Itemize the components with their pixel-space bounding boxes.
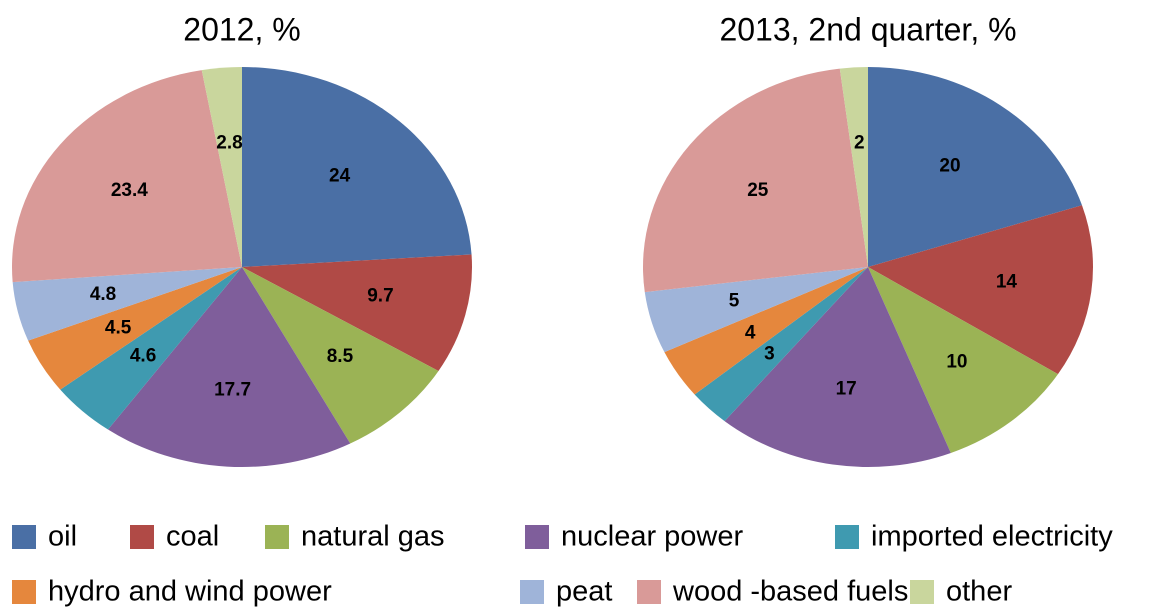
pie-slice bbox=[724, 267, 951, 467]
legend-label: other bbox=[946, 576, 1012, 608]
pie-slice bbox=[12, 267, 242, 341]
pie-slice bbox=[11, 70, 242, 283]
legend-label: natural gas bbox=[301, 521, 445, 553]
value-label: 2 bbox=[854, 132, 865, 153]
value-label: 17.7 bbox=[214, 380, 251, 401]
value-label: 25 bbox=[747, 180, 769, 201]
legend-swatch bbox=[520, 580, 544, 604]
chart-title: 2012, % bbox=[183, 11, 300, 47]
pie-slice bbox=[201, 67, 242, 267]
value-label: 4.5 bbox=[105, 317, 132, 338]
pie-slice bbox=[868, 67, 1082, 267]
value-label: 24 bbox=[329, 166, 351, 187]
legend-swatch bbox=[130, 525, 154, 549]
legend-label: oil bbox=[48, 521, 77, 553]
legend-swatch bbox=[835, 525, 859, 549]
value-label: 4 bbox=[745, 322, 756, 343]
pie-slice bbox=[664, 267, 868, 395]
legend-label: coal bbox=[166, 521, 219, 553]
pie-slice bbox=[107, 267, 351, 467]
value-label: 9.7 bbox=[367, 286, 393, 307]
pie-slice bbox=[839, 67, 868, 267]
pie-slice bbox=[242, 254, 472, 371]
legend-swatch bbox=[265, 525, 289, 549]
chart-title: 2013, 2nd quarter, % bbox=[719, 11, 1016, 47]
value-label: 3 bbox=[764, 344, 775, 365]
legend-swatch bbox=[12, 525, 36, 549]
legend-swatch bbox=[525, 525, 549, 549]
pie-slice bbox=[242, 267, 439, 444]
legend-label: hydro and wind power bbox=[48, 576, 332, 608]
pie-slice bbox=[644, 267, 868, 353]
value-label: 10 bbox=[946, 352, 967, 373]
value-label: 5 bbox=[729, 291, 740, 312]
value-label: 17 bbox=[836, 378, 857, 399]
value-label: 14 bbox=[996, 272, 1018, 293]
pie-slice bbox=[242, 67, 472, 267]
pie-slice bbox=[28, 267, 242, 390]
value-label: 2.8 bbox=[216, 132, 242, 153]
pie-slice bbox=[60, 267, 243, 430]
legend-label: wood -based fuels bbox=[672, 576, 908, 608]
legend-swatch bbox=[637, 580, 661, 604]
legend-label: peat bbox=[556, 576, 612, 608]
value-label: 4.6 bbox=[130, 345, 156, 366]
value-label: 8.5 bbox=[327, 346, 354, 367]
value-label: 23.4 bbox=[111, 180, 148, 201]
pie-slice bbox=[694, 267, 868, 422]
legend-swatch bbox=[12, 580, 36, 604]
legend-label: nuclear power bbox=[561, 521, 743, 553]
legend-swatch bbox=[910, 580, 934, 604]
legend-label: imported electricity bbox=[871, 521, 1113, 553]
pie-slice bbox=[868, 267, 1058, 453]
value-label: 4.8 bbox=[90, 284, 116, 305]
pie-slice bbox=[868, 205, 1093, 375]
value-label: 20 bbox=[939, 156, 960, 177]
pie-slice bbox=[642, 68, 868, 293]
